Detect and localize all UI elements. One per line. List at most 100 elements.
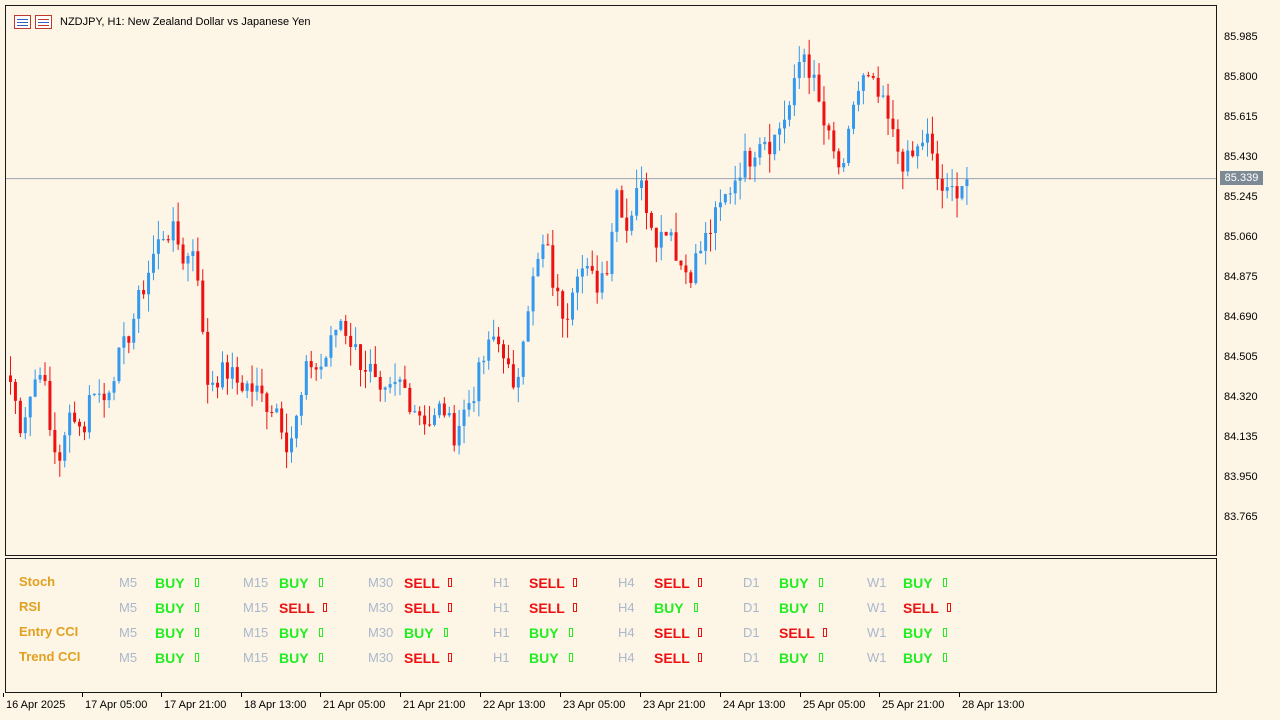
bull-candle [694, 244, 698, 285]
signal-cell: M5 BUY [119, 599, 239, 617]
time-axis-tick [161, 693, 162, 697]
chart-window-icon[interactable] [14, 15, 31, 29]
bull-candle [245, 380, 249, 399]
candle-body [9, 375, 12, 382]
bear-candle [418, 406, 422, 426]
bull-candle [728, 187, 732, 204]
candle-body [18, 400, 22, 434]
bear-candle [896, 119, 900, 164]
timeframe-label: M30 [368, 575, 394, 590]
bear-candle [551, 229, 555, 297]
signal-cell: H4 SELL [618, 649, 738, 667]
candle-body [314, 367, 318, 370]
sell-signal: SELL [404, 575, 440, 591]
candle-body [640, 180, 644, 188]
indicator-row: Stoch M5 BUY M15 BUY M30 SELL H1 SELL H4 SELL D1 BUY… [6, 572, 1216, 592]
bull-candle [738, 162, 742, 200]
buy-arrow-icon [444, 628, 448, 637]
bear-candle [166, 234, 170, 243]
bear-candle [866, 71, 870, 78]
candle-body [590, 265, 594, 271]
timeframe-label: H4 [618, 625, 635, 640]
candle-body [240, 382, 244, 391]
bear-candle [595, 255, 599, 304]
candlestick-chart[interactable] [6, 6, 1216, 555]
bull-candle [462, 399, 466, 444]
signal-cell: M30 SELL [368, 599, 488, 617]
bull-candle [733, 165, 737, 205]
bull-candle [536, 252, 540, 277]
timeframe-label: M5 [119, 575, 138, 590]
sell-arrow-icon [823, 628, 827, 637]
sell-signal: SELL [404, 600, 440, 616]
candle-body [270, 411, 274, 413]
indicator-row: RSI M5 BUY M15 SELL M30 SELL H1 SELL H4 BUY D1 BUY W1… [6, 597, 1216, 617]
candle-body [285, 432, 289, 453]
bull-candle [925, 118, 929, 157]
candle-body [891, 118, 895, 130]
buy-arrow-icon [819, 653, 823, 662]
buy-arrow-icon [195, 628, 199, 637]
bear-candle [876, 66, 880, 104]
timeframe-label: D1 [743, 575, 760, 590]
candle-body [151, 253, 155, 273]
bull-candle [487, 331, 491, 370]
candle-body [457, 425, 461, 446]
bull-candle [580, 254, 584, 294]
candle-body [58, 452, 62, 461]
candle-body [551, 245, 555, 288]
bear-candle [911, 141, 915, 158]
buy-signal: BUY [654, 600, 684, 616]
bull-candle [704, 221, 708, 265]
price-scale-label: 85.800 [1224, 71, 1258, 83]
chart-properties-icon[interactable] [35, 15, 52, 29]
signal-cell: H1 SELL [493, 599, 613, 617]
bull-candle [275, 403, 279, 414]
bear-candle [235, 356, 239, 395]
sell-signal: SELL [779, 625, 815, 641]
signal-cell: M5 BUY [119, 574, 239, 592]
candle-body [216, 382, 220, 388]
bear-candle [506, 344, 510, 369]
buy-arrow-icon [319, 653, 323, 662]
buy-arrow-icon [569, 653, 573, 662]
bear-candle [689, 269, 693, 288]
candle-body [245, 383, 249, 391]
bear-candle [871, 72, 875, 80]
bull-candle [97, 379, 101, 403]
candle-body [689, 272, 693, 284]
signal-cell: W1 BUY [867, 649, 987, 667]
candle-body [107, 392, 111, 401]
candle-body [472, 401, 476, 404]
bear-candle [822, 86, 826, 145]
signal-cell: H4 BUY [618, 599, 738, 617]
candle-body [112, 381, 116, 393]
buy-signal: BUY [529, 650, 559, 666]
bull-candle [339, 319, 343, 332]
bear-candle [73, 401, 77, 424]
candle-body [393, 381, 397, 385]
candle-body [324, 357, 328, 367]
sell-arrow-icon [573, 603, 577, 612]
time-axis-label: 18 Apr 13:00 [244, 699, 307, 711]
bull-candle [516, 368, 520, 403]
candle-body [561, 291, 565, 319]
bear-candle [225, 354, 229, 395]
sell-signal: SELL [654, 575, 690, 591]
timeframe-label: W1 [867, 600, 887, 615]
candle-body [615, 190, 619, 232]
price-chart[interactable]: NZDJPY, H1: New Zealand Dollar vs Japane… [5, 5, 1217, 556]
bear-candle [250, 365, 254, 407]
sell-arrow-icon [448, 603, 452, 612]
bear-candle [832, 121, 836, 159]
buy-arrow-icon [819, 603, 823, 612]
time-axis-tick [400, 693, 401, 697]
candle-body [536, 258, 540, 277]
candle-body [53, 429, 57, 453]
sell-signal: SELL [529, 600, 565, 616]
bull-candle [743, 133, 747, 183]
bull-candle [787, 101, 791, 127]
bear-candle [590, 250, 594, 275]
bull-candle [640, 166, 644, 201]
bear-candle [309, 350, 313, 379]
